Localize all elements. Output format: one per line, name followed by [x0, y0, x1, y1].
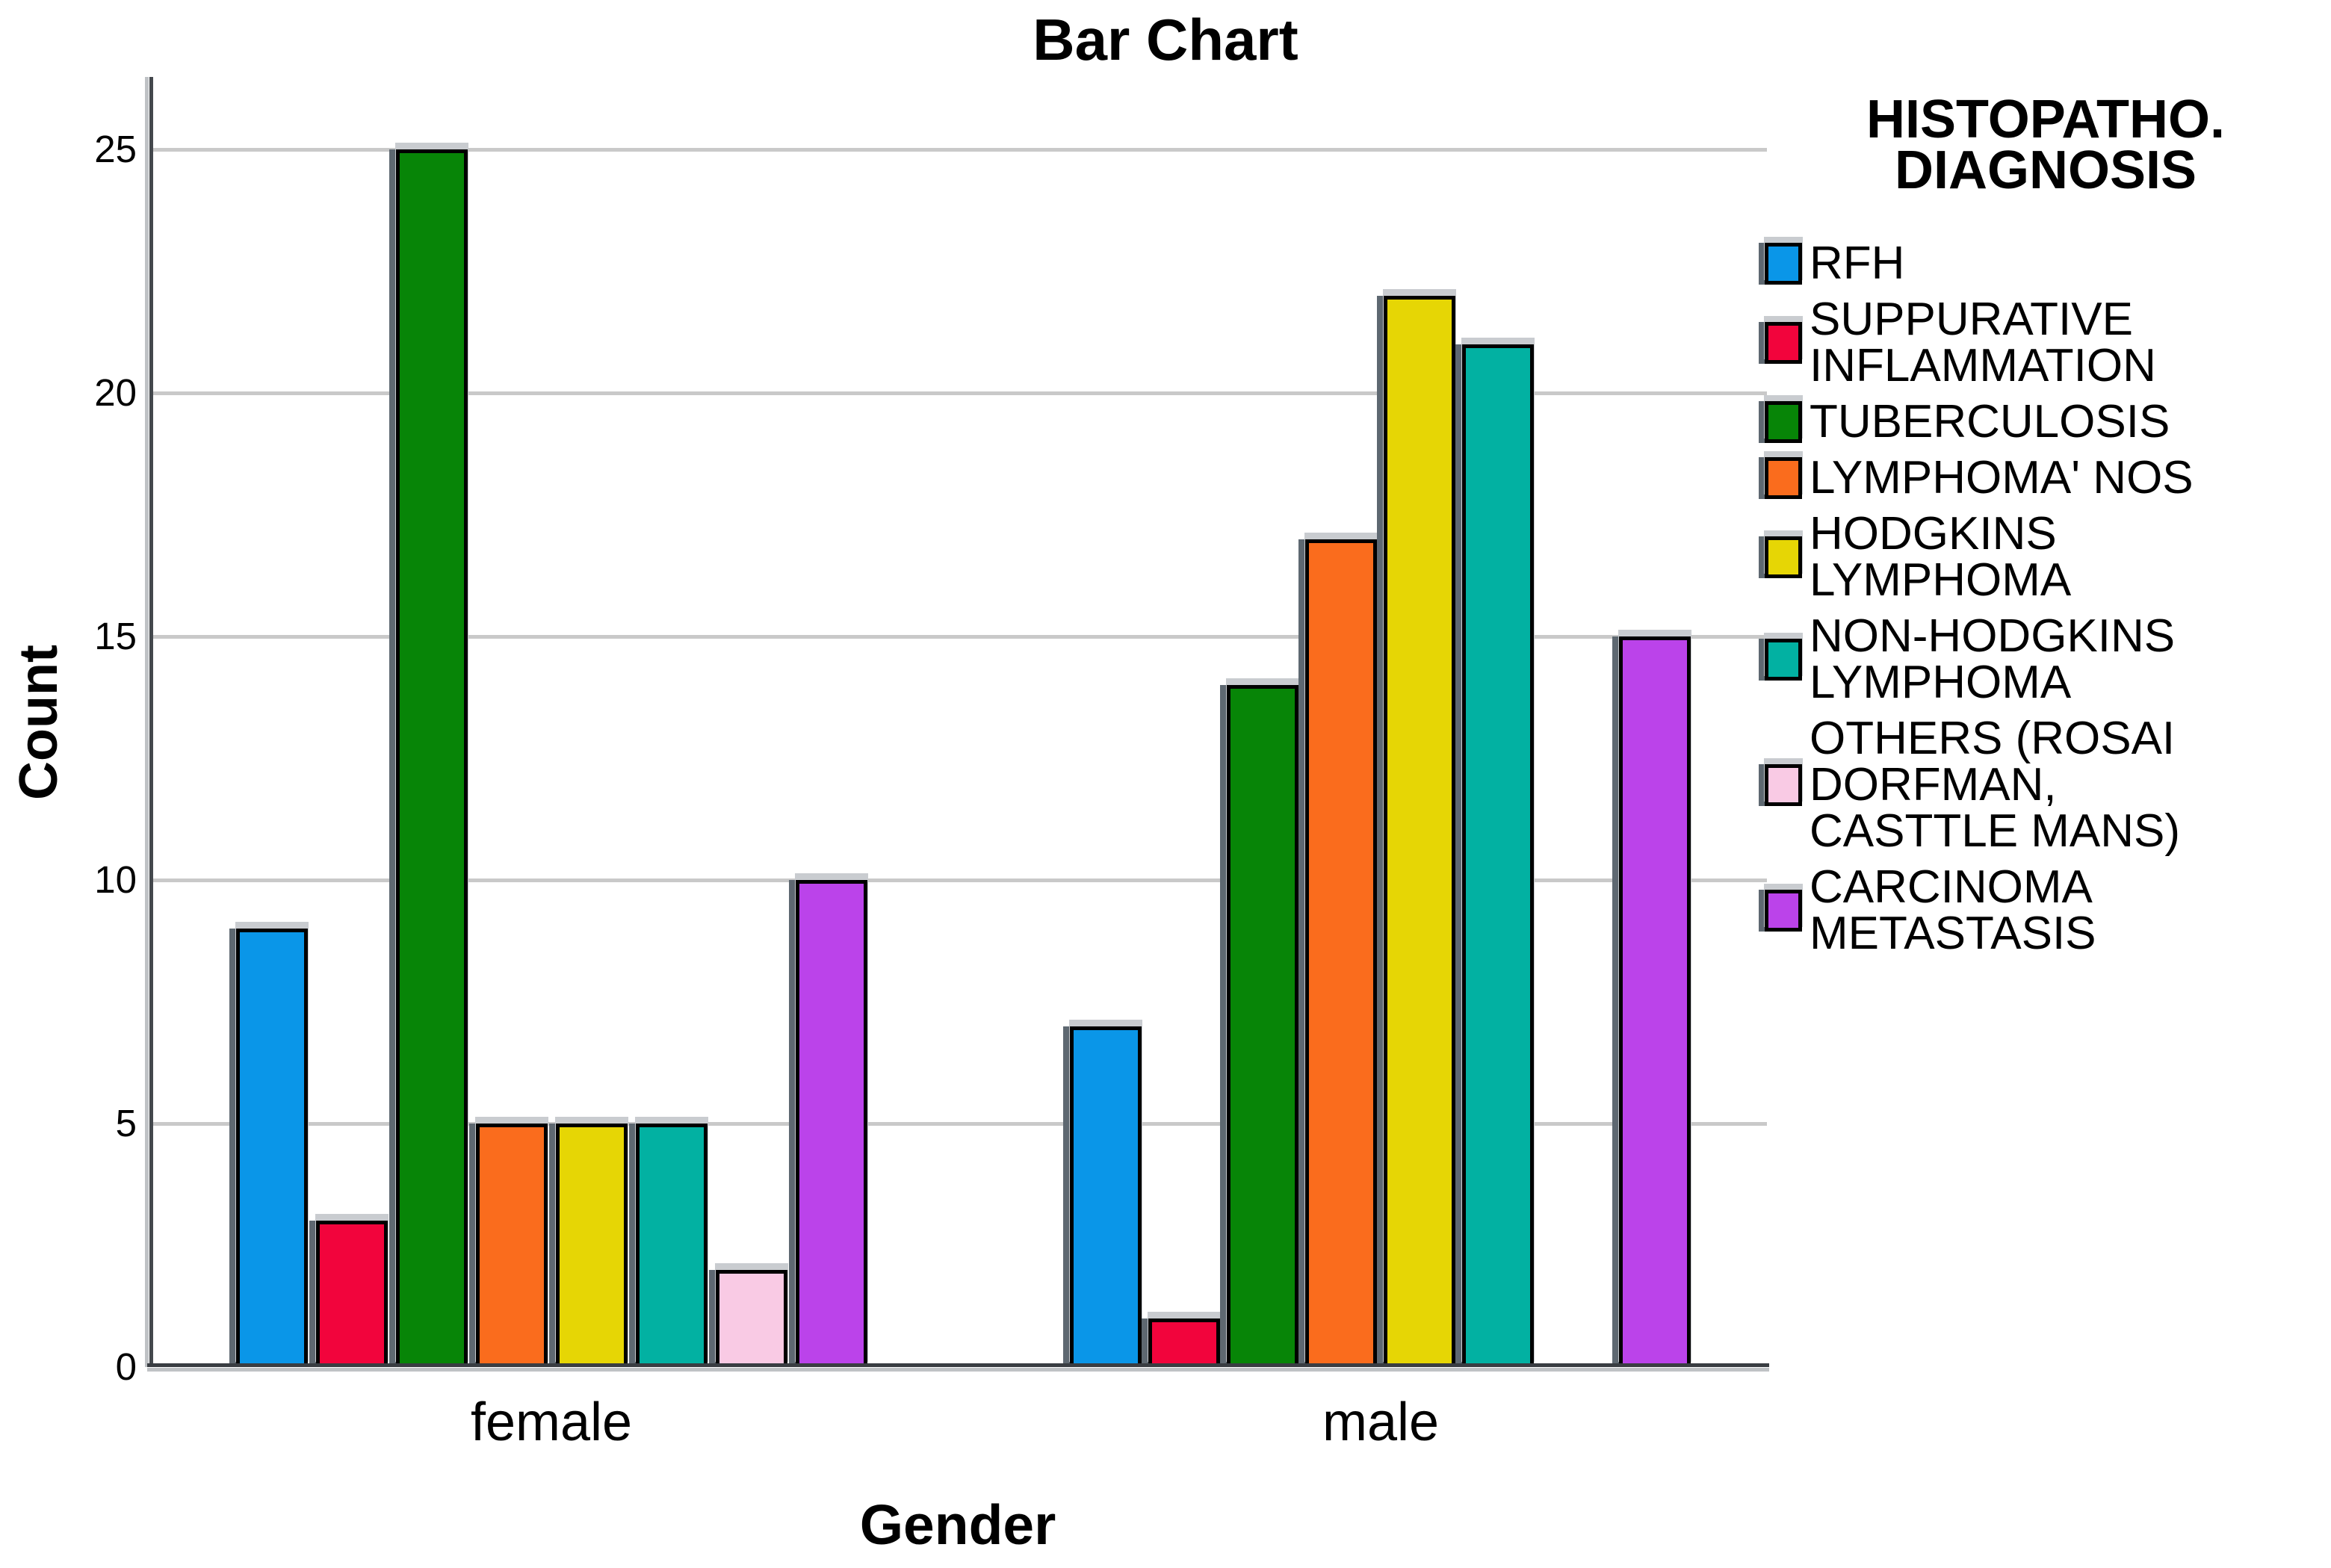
- legend-label: NON-HODGKINS LYMPHOMA: [1810, 610, 2176, 708]
- bar-female-hodgkins-lymphoma: [556, 1124, 628, 1367]
- legend-swatch-icon: [1765, 639, 1802, 681]
- bar-male-tuberculosis: [1227, 685, 1298, 1367]
- bar-male-lymphoma-nos: [1305, 539, 1377, 1367]
- gridline-5: [149, 1122, 1767, 1126]
- y-tick-label-10: 10: [94, 858, 137, 901]
- legend: RFH SUPPURATIVE INFLAMMATION TUBERCULOSIS L…: [1765, 241, 2331, 957]
- bar-female-suppurative-inflammation: [316, 1221, 388, 1367]
- legend-item-others-rosai-dorfman-casttle-mans: OTHERS (ROSAI DORFMAN, CASTTLE MANS): [1765, 716, 2331, 855]
- y-tick-label-5: 5: [115, 1102, 137, 1144]
- gridline-10: [149, 878, 1767, 882]
- legend-item-lymphoma-nos: LYMPHOMA' NOS: [1765, 455, 2331, 501]
- bar-male-suppurative-inflammation: [1148, 1318, 1220, 1367]
- legend-item-hodgkins-lymphoma: HODGKINS LYMPHOMA: [1765, 511, 2331, 604]
- bar-male-rfh: [1070, 1026, 1142, 1367]
- plot-area: [147, 77, 1769, 1367]
- legend-swatch-icon: [1765, 764, 1802, 806]
- y-axis-line: [149, 77, 153, 1367]
- bar-male-hodgkins-lymphoma: [1384, 295, 1455, 1367]
- legend-label: TUBERCULOSIS: [1810, 396, 2170, 447]
- y-tick-label-0: 0: [115, 1345, 137, 1388]
- x-category-label-male: male: [1322, 1392, 1440, 1452]
- legend-item-suppurative-inflammation: SUPPURATIVE INFLAMMATION: [1765, 297, 2331, 389]
- x-axis-title: Gender: [859, 1493, 1056, 1556]
- legend-swatch-icon: [1765, 536, 1802, 578]
- legend-item-carcinoma-metastasis: CARCINOMA METASTASIS: [1765, 864, 2331, 957]
- bar-female-rfh: [236, 929, 308, 1367]
- legend-item-rfh: RFH: [1765, 241, 2331, 287]
- legend-label: RFH: [1810, 238, 1905, 289]
- legend-title: HISTOPATHO. DIAGNOSIS: [1866, 90, 2226, 200]
- y-tick-label-20: 20: [94, 371, 137, 414]
- legend-label: SUPPURATIVE INFLAMMATION: [1810, 294, 2156, 391]
- bar-female-lymphoma-nos: [476, 1124, 548, 1367]
- legend-item-non-hodgkins-lymphoma: NON-HODGKINS LYMPHOMA: [1765, 613, 2331, 706]
- y-tick-label-15: 15: [94, 615, 137, 657]
- legend-label: LYMPHOMA' NOS: [1810, 452, 2194, 503]
- legend-label: OTHERS (ROSAI DORFMAN, CASTTLE MANS): [1810, 713, 2181, 857]
- legend-swatch-icon: [1765, 890, 1802, 932]
- bar-female-tuberculosis: [396, 149, 468, 1367]
- bar-female-non-hodgkins-lymphoma: [636, 1124, 708, 1367]
- x-category-label-female: female: [470, 1392, 633, 1452]
- bar-female-others-rosai-dorfman-casttle-mans: [716, 1269, 787, 1367]
- y-axis-title: Count: [9, 645, 69, 800]
- legend-swatch-icon: [1765, 322, 1802, 364]
- chart-title: Bar Chart: [1033, 7, 1298, 72]
- legend-swatch-icon: [1765, 243, 1802, 285]
- bar-female-carcinoma-metastasis: [796, 880, 867, 1367]
- legend-label: HODGKINS LYMPHOMA: [1810, 508, 2072, 606]
- gridline-20: [149, 391, 1767, 395]
- y-tick-label-25: 25: [94, 128, 137, 170]
- legend-swatch-icon: [1765, 401, 1802, 443]
- gridline-15: [149, 635, 1767, 639]
- bar-male-carcinoma-metastasis: [1619, 636, 1691, 1367]
- legend-label: CARCINOMA METASTASIS: [1810, 861, 2096, 959]
- legend-item-tuberculosis: TUBERCULOSIS: [1765, 399, 2331, 445]
- gridline-25: [149, 148, 1767, 152]
- x-axis-line: [147, 1363, 1769, 1367]
- legend-swatch-icon: [1765, 457, 1802, 499]
- bar-male-non-hodgkins-lymphoma: [1462, 344, 1534, 1367]
